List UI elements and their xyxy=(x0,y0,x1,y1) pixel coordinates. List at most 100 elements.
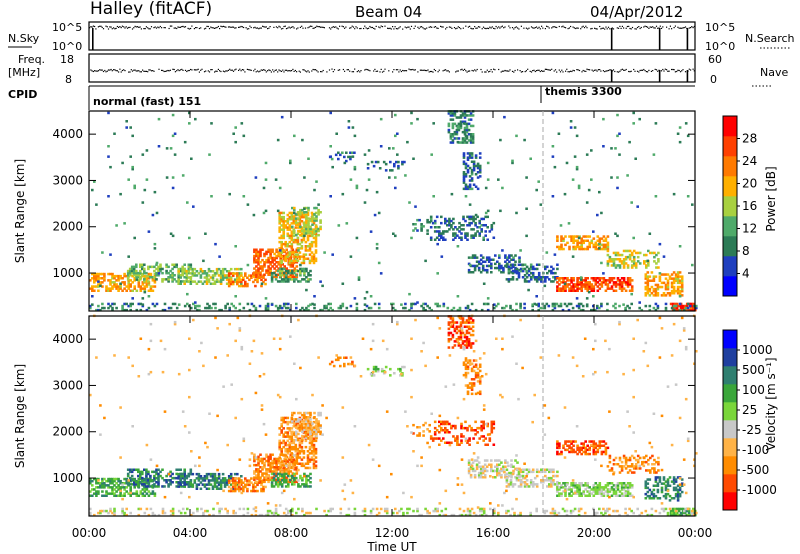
scatter-cell xyxy=(205,483,209,486)
scatter-cell xyxy=(269,457,272,461)
trace-dot xyxy=(114,28,116,30)
scatter-cell xyxy=(227,479,231,482)
scatter-cell xyxy=(282,441,285,445)
scatter-cell xyxy=(465,342,469,345)
scatter-cell xyxy=(278,211,281,215)
scatter-cell xyxy=(101,285,104,288)
scatter-cell xyxy=(282,454,285,457)
scatter-cell xyxy=(293,229,296,233)
scatter-cell xyxy=(135,278,139,281)
trace-dot xyxy=(157,26,159,28)
scatter-cell xyxy=(660,294,664,297)
scatter-cell xyxy=(469,112,473,115)
scatter-cell xyxy=(259,459,262,463)
scatter-cell xyxy=(306,450,310,453)
trace-dot xyxy=(464,68,466,70)
scatter-cell xyxy=(666,287,670,291)
scatter-cell xyxy=(566,279,569,282)
scatter-cell xyxy=(394,186,397,190)
scatter-cell xyxy=(468,185,472,188)
trace-dot xyxy=(486,69,488,71)
scatter-cell xyxy=(271,256,274,260)
scatter-cell xyxy=(523,280,527,283)
scatter-cell xyxy=(238,477,241,480)
scatter-cell xyxy=(467,319,471,322)
scatter-cell xyxy=(275,269,278,272)
scatter-cell xyxy=(280,245,283,248)
scatter-cell xyxy=(486,178,490,181)
trace-dot xyxy=(125,26,127,28)
scatter-cell xyxy=(183,282,186,285)
trace-dot xyxy=(479,26,481,28)
scatter-cell xyxy=(300,447,304,451)
scatter-cell xyxy=(246,483,249,487)
scatter-cell xyxy=(153,279,157,282)
scatter-cell xyxy=(265,252,268,256)
scatter-cell xyxy=(244,479,247,482)
scatter-cell xyxy=(483,260,487,263)
trace-dot xyxy=(672,68,674,71)
scatter-cell xyxy=(246,282,249,286)
scatter-cell xyxy=(654,287,658,291)
trace-dot xyxy=(541,70,543,72)
scatter-cell xyxy=(475,260,479,263)
trace-dot xyxy=(662,26,664,28)
scatter-cell xyxy=(129,490,132,493)
scatter-cell xyxy=(296,213,300,217)
scatter-cell xyxy=(179,280,182,283)
trace-dot xyxy=(230,26,232,28)
scatter-cell xyxy=(598,306,601,310)
scatter-cell xyxy=(349,178,353,181)
scatter-cell xyxy=(470,234,473,237)
trace-dot xyxy=(628,25,630,27)
scatter-cell xyxy=(280,267,284,271)
scatter-cell xyxy=(113,277,116,280)
scatter-cell xyxy=(444,230,447,233)
scatter-cell xyxy=(672,192,676,196)
scatter-cell xyxy=(602,279,606,282)
scatter-cell xyxy=(448,221,451,225)
scatter-cell xyxy=(260,282,264,285)
scatter-cell xyxy=(527,274,531,277)
scatter-cell xyxy=(435,215,439,219)
scatter-cell xyxy=(307,223,310,226)
scatter-cell xyxy=(519,269,523,273)
scatter-cell xyxy=(269,478,272,481)
scatter-cell xyxy=(585,201,589,204)
scatter-cell xyxy=(288,240,292,244)
scatter-cell xyxy=(545,302,549,306)
trace-dot xyxy=(577,27,579,29)
scatter-cell xyxy=(183,280,186,283)
scatter-cell xyxy=(463,128,467,132)
scatter-cell xyxy=(632,111,635,115)
scatter-cell xyxy=(598,241,602,245)
scatter-cell xyxy=(610,176,613,179)
scatter-cell xyxy=(161,468,164,471)
scatter-cell xyxy=(93,277,96,280)
scatter-cell xyxy=(578,245,581,249)
scatter-cell xyxy=(281,468,284,471)
scatter-cell xyxy=(648,275,652,278)
scatter-cell xyxy=(644,294,648,297)
scatter-cell xyxy=(139,269,142,273)
trace-dot xyxy=(374,28,376,30)
scatter-cell xyxy=(299,274,302,277)
scatter-cell xyxy=(622,249,626,253)
scatter-cell xyxy=(299,267,302,271)
trace-dot xyxy=(275,69,277,71)
scatter-cell xyxy=(467,342,471,345)
trace-dot xyxy=(398,27,400,29)
scatter-cell xyxy=(113,484,116,487)
scatter-cell xyxy=(187,481,191,484)
scatter-cell xyxy=(267,476,270,479)
scatter-cell xyxy=(533,276,537,279)
scatter-cell xyxy=(616,234,619,238)
scatter-cell xyxy=(464,185,468,188)
scatter-cell xyxy=(525,270,528,273)
scatter-cell xyxy=(474,308,478,312)
scatter-cell xyxy=(103,277,106,280)
scatter-cell xyxy=(137,470,140,474)
scatter-cell xyxy=(91,277,94,280)
scatter-cell xyxy=(369,306,373,310)
scatter-cell xyxy=(250,276,253,279)
